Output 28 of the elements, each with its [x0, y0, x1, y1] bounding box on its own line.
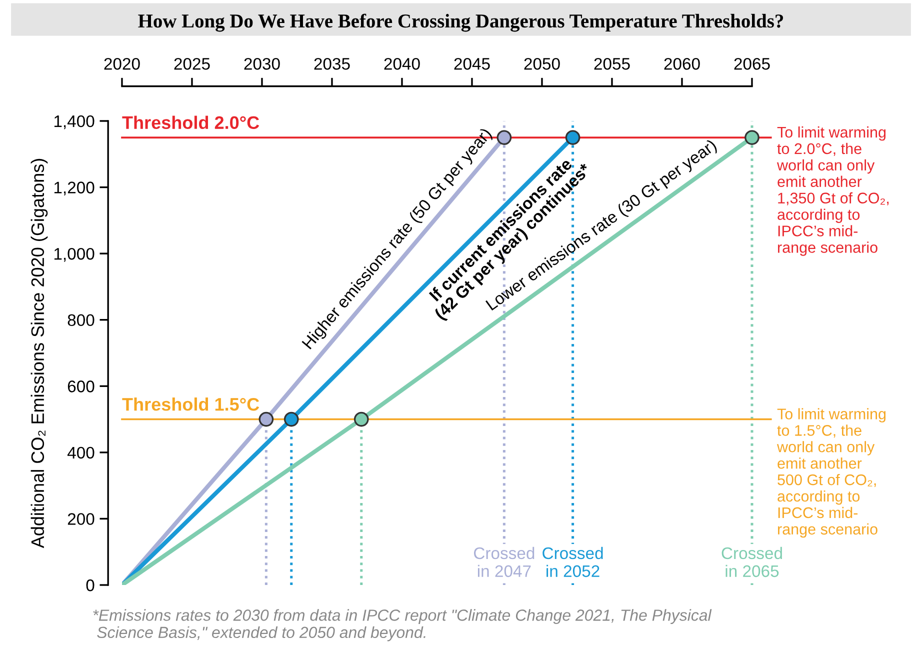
chart-title: How Long Do We Have Before Crossing Dangerous Temperature Thresholds? [138, 14, 783, 32]
x-tick-label: 2065 [734, 58, 770, 70]
y-tick-label: 1,400 [54, 115, 94, 130]
y-axis-title: Additional CO₂ Emissions Since 2020 (Gigatons) [30, 158, 48, 548]
annotation: To limit warming to 2.0°C, the world can only emit another 1,350 Gt of CO₂, according to IPCC’s mid- range scenario [776, 126, 889, 256]
y-tick-label: 400 [67, 446, 94, 459]
ref-line-label: Crossed in 2065 [722, 546, 782, 578]
text: *Emissions rates to 2030 from data in IPCC report "Climate Change 2021, The Physical Science Basis," extended to 2050 and beyond. [93, 609, 712, 642]
ref-line-label: Threshold 2.0°C [122, 116, 260, 130]
x-tick-label: 2050 [524, 58, 560, 70]
x-tick-label: 2025 [174, 58, 210, 70]
x-tick-label: 2030 [244, 58, 280, 70]
x-tick-label: 2060 [664, 58, 700, 70]
x-tick-label: 2040 [384, 58, 420, 70]
annotation: To limit warming to 1.5°C, the world can only emit another 500 Gt of CO₂, according to IPCC’s mid- range scenario [776, 408, 886, 538]
x-tick-label: 2035 [314, 58, 350, 70]
x-tick-label: 2055 [594, 58, 630, 70]
y-tick-label: 1,200 [54, 182, 94, 196]
y-tick-label: 1,000 [54, 248, 94, 262]
y-tick-label: 600 [68, 380, 94, 392]
ref-line-label: Crossed in 2052 [542, 546, 603, 578]
y-tick-label: 200 [68, 513, 94, 525]
x-tick-label: 2020 [104, 58, 140, 70]
y-tick-label: 800 [68, 314, 94, 326]
ref-line-label: Threshold 1.5°C [122, 397, 260, 411]
y-tick-label: 0 [86, 579, 94, 592]
ref-line-label: Crossed in 2047 [474, 546, 534, 578]
x-tick-label: 2045 [454, 58, 490, 70]
